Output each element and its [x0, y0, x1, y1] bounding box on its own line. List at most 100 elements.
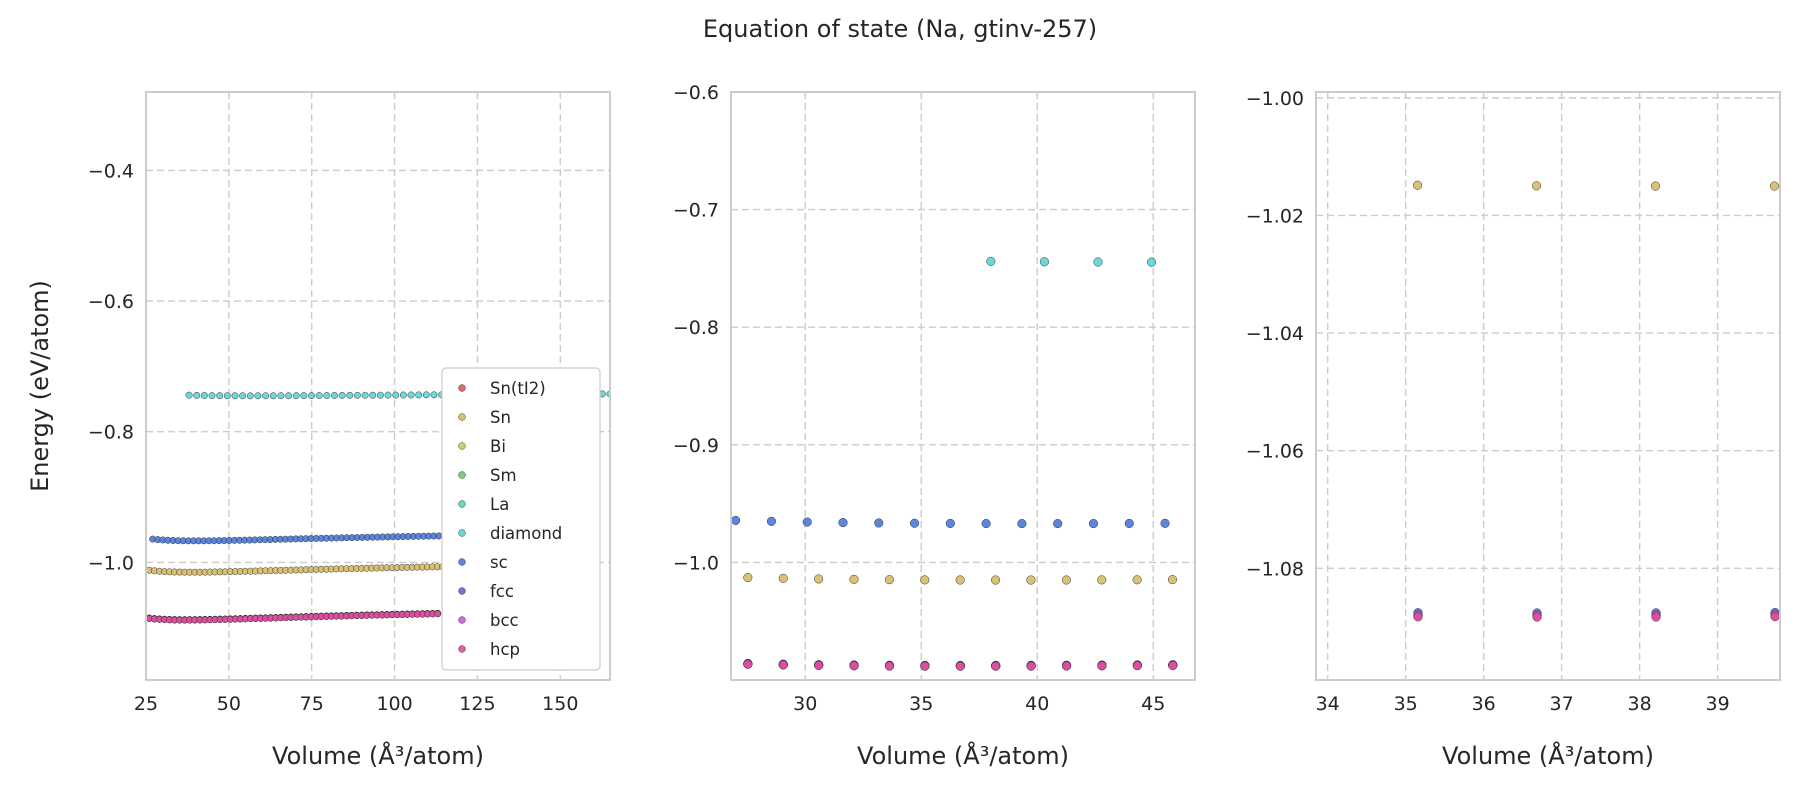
data-point-hcp [1168, 660, 1178, 671]
data-point-diamond [1093, 257, 1103, 267]
data-point-hcp [1651, 612, 1661, 622]
data-point-diamond [292, 392, 300, 400]
data-point-hcp [991, 661, 1001, 671]
panel-2: 30 35 40 45 −1.0 −0.9 −0.8 −0.7 −0.6 Volume (Å³/a… [673, 82, 1206, 770]
data-point-diamond [338, 391, 346, 399]
x-tick-label: 150 [542, 693, 578, 715]
data-point-hcp [920, 661, 930, 671]
data-point-diamond [254, 392, 262, 400]
data-point-diamond [185, 391, 193, 399]
data-point-sn [1769, 181, 1779, 191]
x-tick-label: 45 [1141, 693, 1165, 715]
data-point-sc [802, 517, 812, 527]
data-point-sn [814, 574, 824, 584]
y-axis-label: Energy (eV/atom) [26, 280, 54, 492]
data-point-hcp [434, 610, 442, 618]
legend-entry: Sn [490, 408, 511, 427]
x-tick-label: 25 [134, 693, 158, 715]
data-points [731, 256, 1206, 671]
x-tick-label: 40 [1025, 693, 1049, 715]
axes-frame [145, 91, 611, 681]
axes-frame [730, 91, 1196, 681]
data-point-diamond [361, 391, 369, 399]
data-point-diamond [231, 392, 239, 400]
panel-3: 34 35 36 37 38 39 −1.08 −1.06 −1.04 −1.02 −1.00 Vol… [1246, 88, 1781, 770]
data-point-sn [955, 575, 965, 585]
data-point-diamond [407, 391, 415, 399]
data-point-sn [1132, 575, 1142, 585]
data-point-hcp [955, 661, 965, 671]
data-point-hcp [1413, 612, 1423, 622]
data-point-hcp [743, 659, 753, 669]
data-point-sn [1531, 181, 1542, 191]
data-point-diamond [285, 392, 293, 400]
data-point-diamond [354, 391, 361, 399]
data-point-hcp [1097, 661, 1107, 671]
data-point-hcp [1532, 612, 1542, 622]
data-point-sc [1017, 519, 1027, 529]
legend-entry: Sm [490, 466, 517, 485]
y-tick-label: −0.6 [673, 82, 719, 104]
y-tick-label: −0.4 [88, 160, 134, 182]
data-point-sc [910, 518, 920, 528]
figure-title: Equation of state (Na, gtinv-257) [703, 15, 1097, 43]
data-point-sc [1124, 518, 1134, 529]
data-point-hcp [849, 661, 859, 671]
data-point-sn [778, 573, 788, 583]
x-tick-label: 39 [1706, 693, 1730, 715]
data-point-diamond [392, 391, 400, 399]
x-tick-label: 38 [1628, 693, 1652, 715]
data-point-sc [945, 518, 955, 528]
y-tick-label: −1.0 [673, 552, 719, 574]
legend-entry: hcp [490, 640, 520, 659]
legend-marker [458, 558, 466, 566]
legend-marker [458, 413, 466, 421]
data-point-hcp [1770, 612, 1780, 622]
data-point-sc [1160, 518, 1170, 528]
data-point-diamond [986, 256, 996, 266]
legend-entry: bcc [490, 611, 519, 630]
legend-entry: fcc [490, 582, 514, 601]
x-axis-label: Volume (Å³/atom) [1442, 741, 1654, 770]
data-point-hcp [884, 661, 895, 671]
data-point-diamond [300, 392, 308, 400]
x-tick-label: 35 [1394, 693, 1418, 715]
x-tick-label: 125 [459, 693, 495, 715]
y-tick-label: −0.7 [673, 200, 719, 222]
data-point-sc [1088, 518, 1099, 529]
y-tick-label: −0.8 [88, 422, 134, 444]
data-point-sn [1026, 575, 1036, 585]
legend-entry: diamond [490, 524, 562, 543]
data-point-diamond [262, 392, 270, 400]
data-point-sn [991, 575, 1001, 585]
data-point-diamond [208, 392, 216, 400]
legend-marker [458, 384, 466, 392]
axes-frame [1315, 91, 1781, 681]
data-point-diamond [331, 391, 338, 399]
data-point-sc [981, 518, 991, 529]
data-point-sc [1197, 519, 1206, 528]
data-point-sn [1061, 575, 1071, 585]
data-point-diamond [269, 392, 277, 400]
data-point-sn [884, 575, 894, 585]
legend-marker [458, 645, 466, 653]
data-point-diamond [1039, 257, 1049, 267]
y-tick-label: −0.6 [88, 291, 134, 313]
data-point-hcp [1026, 661, 1036, 671]
data-point-diamond [384, 391, 392, 399]
data-point-sn [1650, 181, 1661, 191]
data-point-diamond [415, 391, 423, 399]
data-point-sn [743, 573, 753, 583]
data-point-diamond [369, 391, 377, 399]
data-point-diamond [200, 392, 208, 399]
y-tick-label: −1.04 [1246, 323, 1304, 345]
data-point-sc [874, 518, 884, 528]
x-tick-label: 37 [1550, 693, 1574, 715]
legend-marker [458, 587, 466, 595]
y-tick-label: −1.0 [88, 552, 134, 574]
data-point-diamond [308, 392, 315, 400]
y-tick-label: −0.8 [673, 317, 719, 339]
legend-marker [458, 471, 466, 479]
legend-entry: Bi [490, 437, 506, 456]
data-point-sn [849, 574, 859, 584]
